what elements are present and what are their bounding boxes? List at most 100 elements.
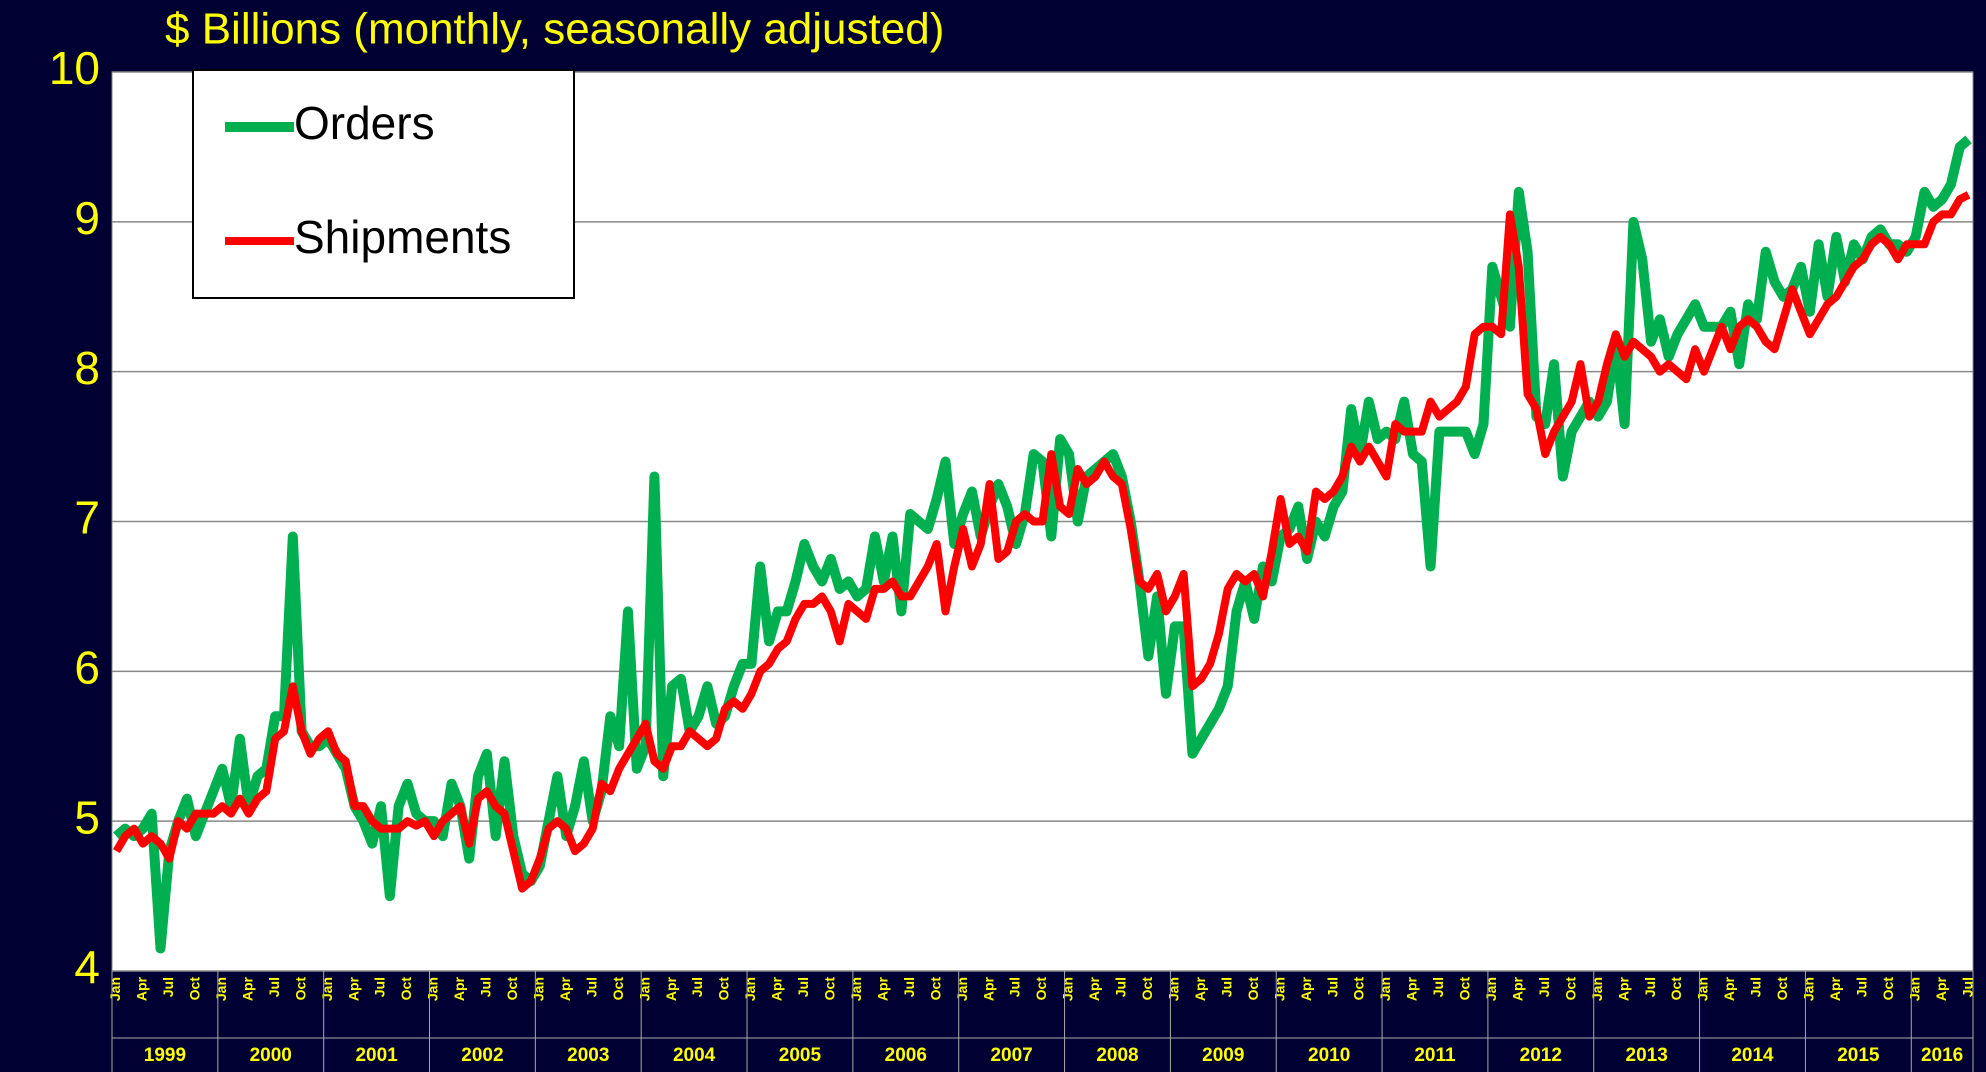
year-label: 2007 <box>990 1045 1032 1066</box>
x-tick-label: Jan <box>742 977 758 1001</box>
x-tick-label: Jul <box>1007 977 1023 997</box>
y-tick-label: 4 <box>74 941 100 993</box>
y-tick-label: 8 <box>74 342 100 394</box>
x-tick-label: Jul <box>1430 977 1446 997</box>
y-tick-label: 9 <box>74 192 100 244</box>
x-tick-label: Jan <box>1166 977 1182 1001</box>
x-tick-label: Jul <box>160 977 176 997</box>
x-tick-label: Apr <box>1827 976 1843 1001</box>
x-tick-label: Oct <box>1245 977 1261 1001</box>
x-tick-label: Oct <box>822 977 838 1001</box>
year-label: 2000 <box>250 1045 292 1066</box>
y-tick-label: 6 <box>74 641 100 693</box>
x-tick-label: Jul <box>901 977 917 997</box>
y-tick-label: 5 <box>74 791 100 843</box>
y-tick-label: 7 <box>74 492 100 544</box>
x-tick-label: Oct <box>1351 977 1367 1001</box>
x-tick-label: Jan <box>213 977 229 1001</box>
legend-label: Orders <box>294 97 435 149</box>
x-tick-label: Apr <box>1192 976 1208 1001</box>
x-tick-label: Oct <box>186 977 202 1001</box>
x-tick-label: Jul <box>795 977 811 997</box>
year-label: 2004 <box>673 1045 716 1066</box>
x-tick-label: Apr <box>1404 976 1420 1001</box>
x-tick-label: Jul <box>1959 977 1975 997</box>
x-tick-label: Apr <box>874 976 890 1001</box>
x-tick-label: Jan <box>1483 977 1499 1001</box>
x-tick-label: Jul <box>1113 977 1129 997</box>
x-tick-label: Apr <box>980 976 996 1001</box>
year-label: 2001 <box>355 1045 398 1066</box>
x-tick-label: Oct <box>398 977 414 1001</box>
x-tick-label: Jul <box>583 977 599 997</box>
x-tick-label: Jan <box>107 977 123 1001</box>
x-tick-label: Apr <box>1933 976 1949 1001</box>
year-label: 2002 <box>461 1045 503 1066</box>
x-tick-label: Jan <box>1377 977 1393 1001</box>
x-tick-label: Jul <box>1642 977 1658 997</box>
x-tick-label: Oct <box>1774 977 1790 1001</box>
x-tick-label: Apr <box>1721 976 1737 1001</box>
x-tick-label: Jan <box>954 977 970 1001</box>
x-tick-label: Jan <box>1695 977 1711 1001</box>
legend-label: Shipments <box>294 211 511 263</box>
legend-box <box>192 69 575 299</box>
x-tick-label: Oct <box>1033 977 1049 1001</box>
x-tick-label: Oct <box>716 977 732 1001</box>
x-tick-label: Jul <box>1748 977 1764 997</box>
x-tick-label: Jul <box>1536 977 1552 997</box>
y-tick-label: 10 <box>49 42 100 94</box>
x-tick-label: Apr <box>239 976 255 1001</box>
x-tick-label: Apr <box>451 976 467 1001</box>
x-tick-label: Apr <box>557 976 573 1001</box>
x-tick-label: Oct <box>927 977 943 1001</box>
x-tick-label: Apr <box>1615 976 1631 1001</box>
year-label: 2011 <box>1414 1045 1456 1066</box>
x-tick-label: Jan <box>1060 977 1076 1001</box>
x-tick-label: Apr <box>1509 976 1525 1001</box>
x-tick-label: Apr <box>663 976 679 1001</box>
x-tick-label: Jan <box>1801 977 1817 1001</box>
x-tick-label: Apr <box>769 976 785 1001</box>
x-tick-label: Apr <box>345 976 361 1001</box>
x-tick-label: Jul <box>689 977 705 997</box>
year-label: 2008 <box>1096 1045 1138 1066</box>
x-tick-label: Jan <box>425 977 441 1001</box>
x-tick-label: Oct <box>1562 977 1578 1001</box>
year-label: 2005 <box>779 1045 822 1066</box>
year-label: 2012 <box>1520 1045 1562 1066</box>
x-tick-label: Apr <box>1298 976 1314 1001</box>
year-label: 2006 <box>885 1045 927 1066</box>
x-tick-label: Oct <box>1139 977 1155 1001</box>
x-tick-label: Jul <box>372 977 388 997</box>
x-tick-label: Oct <box>610 977 626 1001</box>
x-tick-label: Jan <box>319 977 335 1001</box>
year-label: 2013 <box>1626 1045 1668 1066</box>
x-tick-label: Jan <box>1589 977 1605 1001</box>
x-tick-label: Oct <box>292 977 308 1001</box>
year-label: 2016 <box>1921 1045 1963 1066</box>
x-tick-label: Oct <box>1880 977 1896 1001</box>
x-tick-label: Jan <box>636 977 652 1001</box>
series-line <box>112 191 1971 893</box>
year-label: 2009 <box>1202 1045 1244 1066</box>
x-tick-label: Oct <box>1457 977 1473 1001</box>
x-tick-label: Jul <box>1324 977 1340 997</box>
x-tick-label: Jan <box>530 977 546 1001</box>
x-tick-label: Oct <box>504 977 520 1001</box>
year-label: 2014 <box>1731 1045 1774 1066</box>
x-tick-label: Jul <box>478 977 494 997</box>
x-tick-label: Jan <box>848 977 864 1001</box>
x-tick-label: Jul <box>1853 977 1869 997</box>
year-label: 2010 <box>1308 1045 1350 1066</box>
x-tick-label: Apr <box>1086 976 1102 1001</box>
x-tick-label: Jul <box>1218 977 1234 997</box>
x-tick-label: Jan <box>1271 977 1287 1001</box>
year-label: 1999 <box>144 1045 186 1066</box>
x-tick-label: Oct <box>1668 977 1684 1001</box>
x-tick-label: Jan <box>1906 977 1922 1001</box>
x-tick-label: Apr <box>134 976 150 1001</box>
x-tick-label: Jul <box>266 977 282 997</box>
chart-title: $ Billions (monthly, seasonally adjusted… <box>165 5 944 54</box>
